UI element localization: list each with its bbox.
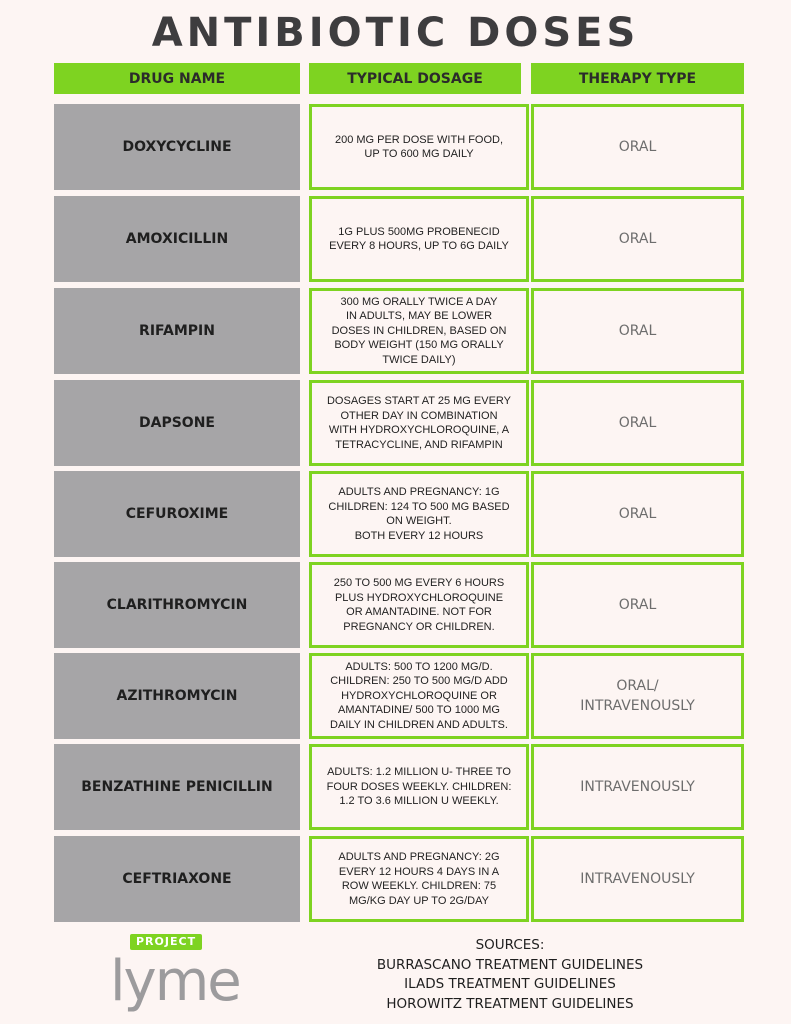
table-row: AMOXICILLIN 1G PLUS 500MG PROBENECID EVE… [0,196,791,282]
dosage-cell: ADULTS: 500 TO 1200 MG/D. CHILDREN: 250 … [309,653,529,739]
dosage-cell: ADULTS AND PREGNANCY: 1G CHILDREN: 124 T… [309,471,529,557]
therapy-type-cell: ORAL [531,562,744,648]
dosage-text: ADULTS: 500 TO 1200 MG/D. CHILDREN: 250 … [330,660,508,731]
project-lyme-logo: PROJECT lyme [110,932,260,1022]
dosage-text: ADULTS AND PREGNANCY: 1G CHILDREN: 124 T… [328,486,510,542]
source-item: ILADS TREATMENT GUIDELINES [404,976,616,992]
drug-name-cell: AZITHROMYCIN [54,653,300,739]
dosage-cell: 200 MG PER DOSE WITH FOOD, UP TO 600 MG … [309,104,529,190]
therapy-type-cell: ORAL [531,104,744,190]
sources: SOURCES: BURRASCANO TREATMENT GUIDELINES… [340,936,680,1014]
therapy-type-cell: ORAL [531,196,744,282]
drug-name-cell: DAPSONE [54,380,300,466]
table-row: DOXYCYCLINE 200 MG PER DOSE WITH FOOD, U… [0,104,791,190]
drug-name-cell: CLARITHROMYCIN [54,562,300,648]
table-row: CLARITHROMYCIN 250 TO 500 MG EVERY 6 HOU… [0,562,791,648]
dosage-cell: DOSAGES START AT 25 MG EVERY OTHER DAY I… [309,380,529,466]
dosage-text: 200 MG PER DOSE WITH FOOD, UP TO 600 MG … [334,133,504,161]
source-item: BURRASCANO TREATMENT GUIDELINES [376,956,644,973]
logo-project-badge: PROJECT [130,934,203,950]
drug-name-cell: DOXYCYCLINE [54,104,300,190]
dosage-cell: ADULTS AND PREGNANCY: 2G EVERY 12 HOURS … [309,836,529,922]
therapy-type-cell: ORAL/ INTRAVENOUSLY [531,653,744,739]
header-therapy-type: THERAPY TYPE [531,63,744,94]
header-drug-name: DRUG NAME [54,63,300,94]
therapy-type-cell: INTRAVENOUSLY [531,836,744,922]
table-row: BENZATHINE PENICILLIN ADULTS: 1.2 MILLIO… [0,744,791,830]
table-row: RIFAMPIN 300 MG ORALLY TWICE A DAY IN AD… [0,288,791,374]
drug-name-cell: CEFTRIAXONE [54,836,300,922]
table-row: DAPSONE DOSAGES START AT 25 MG EVERY OTH… [0,380,791,466]
dosage-text: 250 TO 500 MG EVERY 6 HOURS PLUS HYDROXY… [333,577,505,633]
page-title: ANTIBIOTIC DOSES [151,10,640,56]
drug-name-cell: BENZATHINE PENICILLIN [54,744,300,830]
table-row: AZITHROMYCIN ADULTS: 500 TO 1200 MG/D. C… [0,653,791,739]
table-row: CEFTRIAXONE ADULTS AND PREGNANCY: 2G EVE… [0,836,791,922]
therapy-type-cell: ORAL [531,288,744,374]
table-row: CEFUROXIME ADULTS AND PREGNANCY: 1G CHIL… [0,471,791,557]
drug-name-cell: RIFAMPIN [54,288,300,374]
source-item: HOROWITZ TREATMENT GUIDELINES [386,995,634,1012]
dosage-cell: 300 MG ORALLY TWICE A DAY IN ADULTS, MAY… [309,288,529,374]
drug-name-cell: CEFUROXIME [54,471,300,557]
dosage-text: 1G PLUS 500MG PROBENECID EVERY 8 HOURS, … [329,225,509,253]
dosage-cell: ADULTS: 1.2 MILLION U- THREE TO FOUR DOS… [309,744,529,830]
therapy-type-cell: INTRAVENOUSLY [531,744,744,830]
dosage-cell: 1G PLUS 500MG PROBENECID EVERY 8 HOURS, … [309,196,529,282]
logo-lyme-text: lyme [110,949,242,1014]
dosage-cell: 250 TO 500 MG EVERY 6 HOURS PLUS HYDROXY… [309,562,529,648]
dosage-text: ADULTS AND PREGNANCY: 2G EVERY 12 HOURS … [338,851,500,907]
header-typical-dosage: TYPICAL DOSAGE [309,63,521,94]
therapy-type-cell: ORAL [531,471,744,557]
drug-name-cell: AMOXICILLIN [54,196,300,282]
dosage-text: DOSAGES START AT 25 MG EVERY OTHER DAY I… [326,395,511,451]
dosage-text: ADULTS: 1.2 MILLION U- THREE TO FOUR DOS… [326,766,512,808]
dosage-text: 300 MG ORALLY TWICE A DAY IN ADULTS, MAY… [331,295,507,366]
therapy-type-cell: ORAL [531,380,744,466]
sources-heading: SOURCES: [475,937,545,953]
